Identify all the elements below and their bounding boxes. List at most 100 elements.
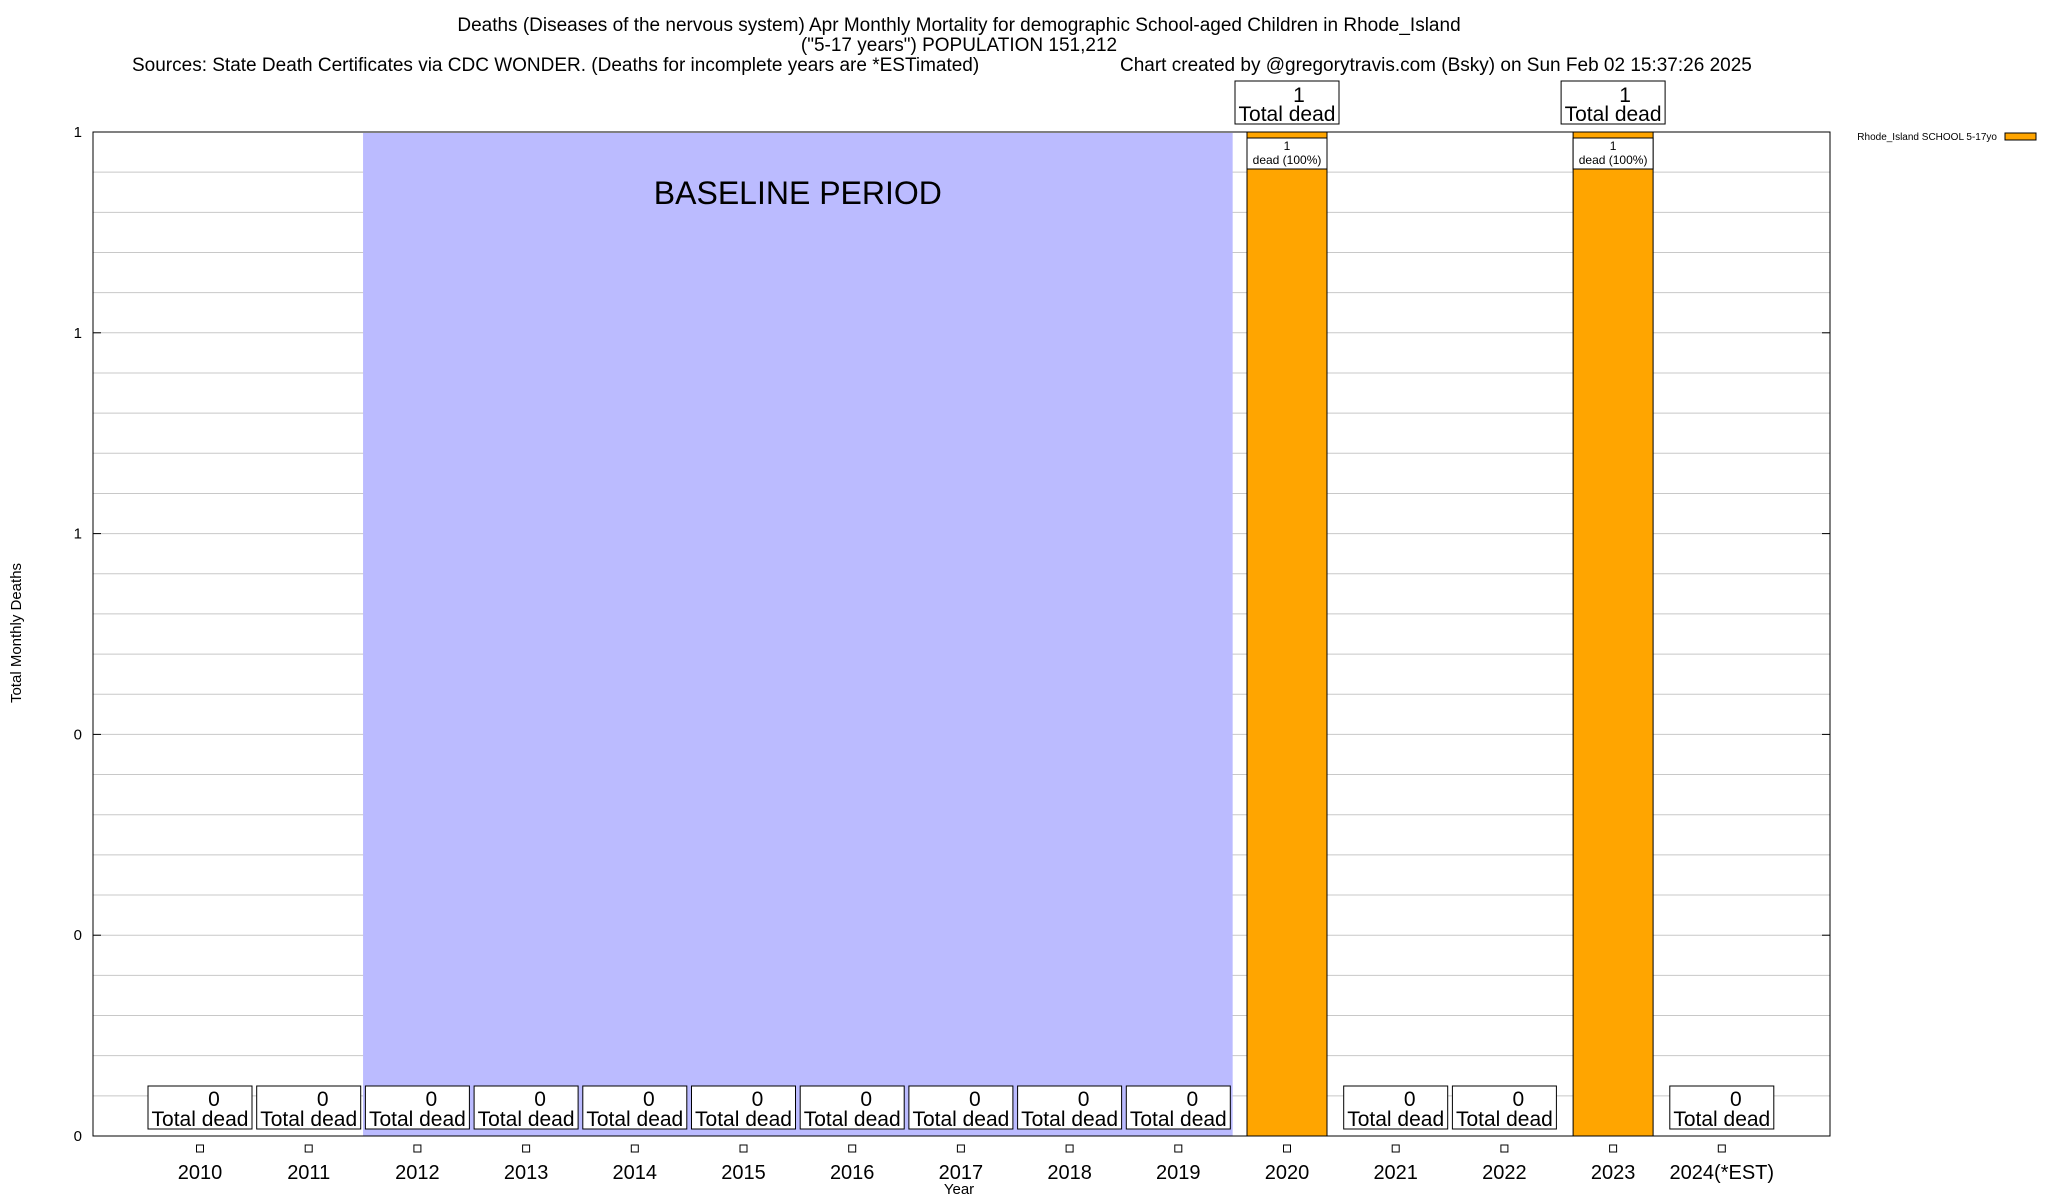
chart-title-line-2: ("5-17 years") POPULATION 151,212 [801,35,1117,56]
legend-label: Rhode_Island SCHOOL 5-17yo [1857,132,1997,143]
y-tick-label: 0 [74,726,82,743]
total-dead-label: Total dead [586,1108,683,1131]
total-dead-label: Total dead [1456,1108,1553,1131]
x-tick-marker [630,1144,639,1153]
bar [1246,131,1328,1137]
total-dead-label: Total dead [912,1108,1009,1131]
segment-percent-label: dead (100%) [1579,153,1648,167]
x-tick-marker [522,1144,531,1153]
y-axis-title: Total Monthly Deaths [8,563,25,703]
total-label-box [1451,1085,1557,1130]
total-label-box [691,1085,796,1130]
x-tick-marker [1500,1144,1509,1153]
y-tick-label: 0 [74,927,82,944]
total-label-box [1343,1085,1449,1130]
x-tick-label: 2019 [1156,1162,1201,1184]
x-tick-label: 2016 [830,1162,875,1184]
total-count-label: 0 [534,1088,546,1111]
total-label-box [1017,1085,1123,1130]
total-label-box [1125,1085,1231,1130]
total-dead-label: Total dead [1239,103,1336,126]
total-dead-label: Total dead [804,1108,901,1131]
segment-count-label: 1 [1610,139,1617,153]
x-tick-label: 2013 [504,1162,549,1184]
legend: Rhode_Island SCHOOL 5-17yo [1857,132,2037,143]
x-tick-label: 2018 [1047,1162,1092,1184]
chart-sources: Sources: State Death Certificates via CD… [132,55,979,76]
baseline-region [363,133,1233,1136]
total-count-label: 0 [1513,1088,1525,1111]
total-count-label: 0 [317,1088,329,1111]
x-tick-marker [1283,1144,1291,1153]
x-tick-marker [304,1144,313,1153]
x-tick-marker [196,1144,204,1153]
x-tick-marker [1065,1144,1074,1153]
total-label-box [582,1085,688,1130]
total-label-box [1669,1085,1775,1130]
segment-count-label: 1 [1284,139,1291,153]
x-tick-label: 2017 [939,1162,984,1184]
total-count-label: 0 [860,1088,872,1111]
x-tick-marker [1717,1144,1726,1153]
total-dead-label: Total dead [369,1108,466,1131]
segment-label-box [1246,137,1328,170]
total-count-label: 0 [1078,1088,1090,1111]
total-dead-label: Total dead [260,1108,357,1131]
total-count-label: 1 [1293,84,1305,107]
total-label-box [147,1085,253,1130]
x-axis-ticks: 2010 2011 2012 2013 2014 2015 2016 2017 2018 2019… [178,1144,1775,1184]
total-label-box [1234,80,1340,125]
total-dead-label: Total dead [478,1108,575,1131]
total-count-label: 0 [752,1088,764,1111]
y-tick-label: 0 [74,1128,82,1145]
y-tick-label: 1 [74,124,82,141]
x-tick-marker [1174,1144,1183,1153]
x-tick-label: 2020 [1265,1162,1310,1184]
legend-swatch [2004,132,2037,141]
x-tick-label: 2022 [1482,1162,1527,1184]
x-tick-marker [848,1144,857,1153]
total-count-label: 0 [969,1088,981,1111]
x-tick-label: 2010 [178,1162,223,1184]
segment-label-box [1572,137,1654,170]
bars [1246,131,1654,1137]
total-count-label: 0 [643,1088,655,1111]
x-tick-label: 2021 [1373,1162,1418,1184]
total-label-box [799,1085,905,1130]
baseline-label: BASELINE PERIOD [654,175,942,211]
total-count-label: 1 [1619,84,1631,107]
x-tick-marker [1391,1144,1400,1153]
total-count-label: 0 [1404,1088,1416,1111]
x-tick-label: 2024(*EST) [1670,1162,1775,1184]
chart-title-line-1: Deaths (Diseases of the nervous system) … [457,15,1460,36]
total-dead-label: Total dead [695,1108,792,1131]
plot-frame [92,131,1831,1137]
bar [1572,131,1654,1137]
total-label-box [1560,80,1666,125]
total-label-box [256,1085,362,1130]
total-label-box [364,1085,470,1130]
x-tick-marker [956,1144,965,1153]
y-tick-label: 1 [74,526,82,543]
total-count-label: 0 [1730,1088,1742,1111]
x-tick-label: 2014 [613,1162,658,1184]
total-dead-label: Total dead [1673,1108,1770,1131]
total-dead-label: Total dead [1347,1108,1444,1131]
total-count-label: 0 [1186,1088,1198,1111]
y-tick-label: 1 [74,325,82,342]
total-label-box [908,1085,1014,1130]
total-dead-label: Total dead [1565,103,1662,126]
x-tick-label: 2011 [287,1162,330,1184]
total-dead-label: Total dead [1130,1108,1227,1131]
x-tick-marker [1609,1144,1618,1153]
segment-percent-label: dead (100%) [1253,153,1322,167]
chart-credit: Chart created by @gregorytravis.com (Bsk… [1120,55,1752,76]
total-count-label: 0 [426,1088,438,1111]
x-tick-marker [739,1144,748,1153]
total-dead-label: Total dead [1021,1108,1118,1131]
x-tick-label: 2023 [1591,1162,1636,1184]
y-axis-ticks: 0 0 0 1 1 1 [74,124,1830,1145]
x-tick-marker [413,1144,422,1153]
